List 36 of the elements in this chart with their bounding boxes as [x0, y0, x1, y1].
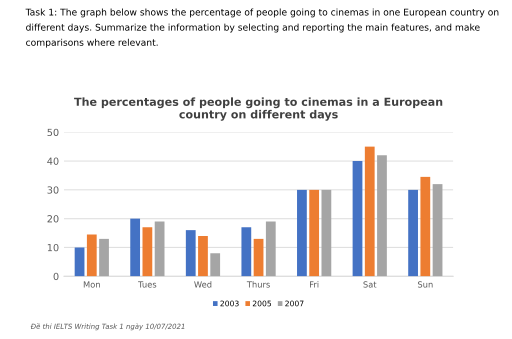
bar [210, 253, 220, 276]
text: Task 1: The graph below shows the percentage of people going to cinemas in one European country on different days. Summarize the information by selecting and reporting the main features, and make comparisons where relevant. [26, 8, 498, 48]
bar [321, 190, 332, 276]
x-tick-label: Tues [138, 281, 156, 288]
bar [420, 176, 430, 276]
chart-title: The percentages of people going to cinemas in a European country on different days [74, 97, 442, 121]
x-tick-label: Fri [310, 281, 318, 288]
y-tick-label: 50 [48, 128, 58, 136]
bar [198, 236, 208, 276]
x-tick-label: Thurs [246, 281, 270, 288]
x-tick-label: Sat [363, 281, 376, 288]
bar [142, 227, 152, 276]
bar [266, 222, 276, 276]
bar [352, 161, 362, 276]
bar [254, 238, 264, 276]
bar [74, 247, 84, 276]
bar [309, 190, 320, 276]
bar [99, 238, 109, 276]
bar [86, 234, 97, 276]
bar [432, 184, 442, 276]
bar [241, 227, 252, 276]
bar [154, 222, 165, 276]
y-tick-label: 30 [48, 186, 58, 194]
bar [408, 190, 418, 276]
x-tick-label: Sun [418, 281, 433, 288]
x-tick-label: Wed [194, 281, 212, 288]
bar [377, 155, 387, 276]
y-tick-label: 10 [48, 244, 58, 252]
bar [297, 190, 307, 276]
bar [130, 218, 140, 276]
y-tick-label: 20 [47, 215, 58, 222]
y-tick-label: 0 [54, 272, 58, 280]
y-tick-label: 40 [47, 158, 58, 165]
bar [364, 146, 375, 276]
x-tick-label: Mon [84, 281, 100, 288]
bar [186, 230, 196, 276]
